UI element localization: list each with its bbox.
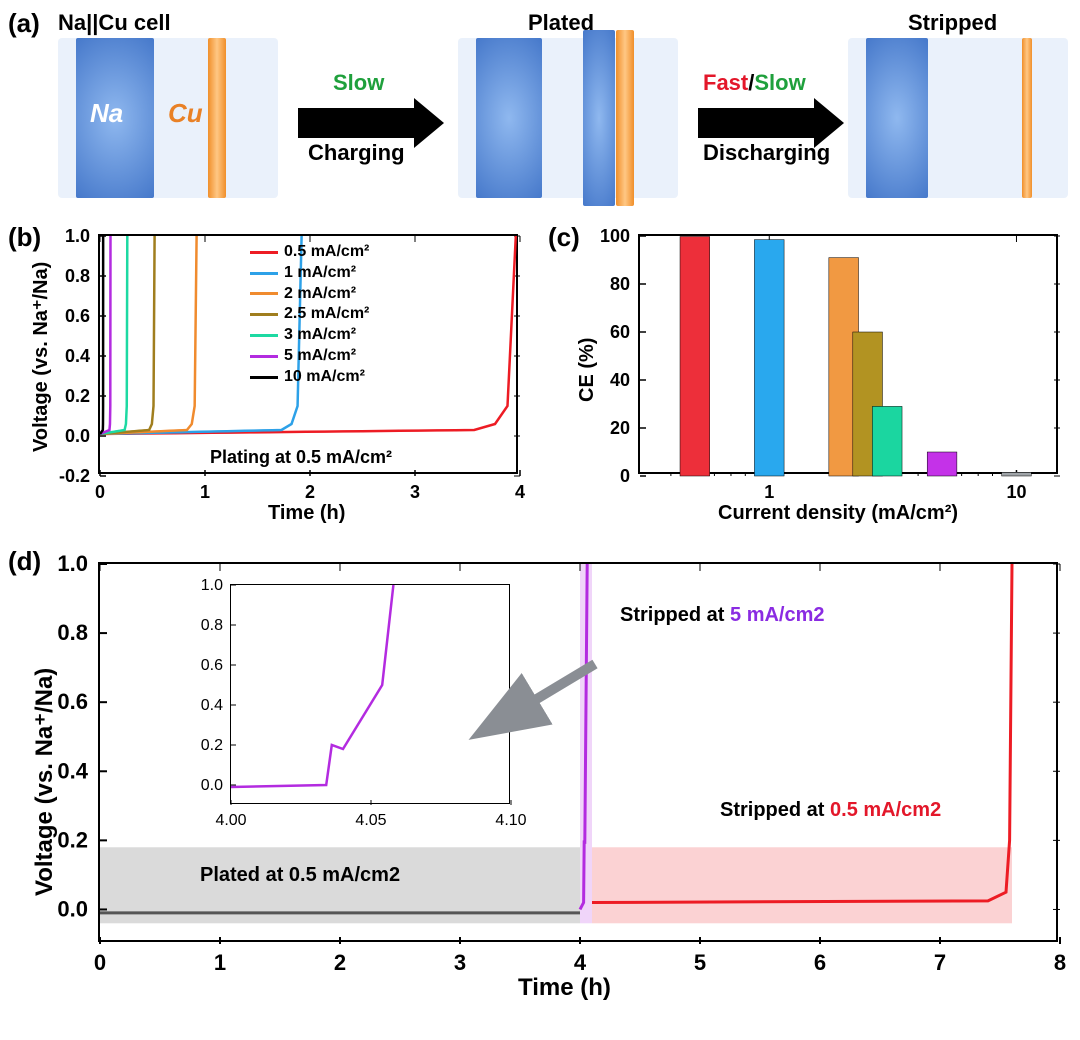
strip5-label: Stripped at 5 mA/cm2 xyxy=(620,604,825,627)
svg-text:0.4: 0.4 xyxy=(201,697,223,714)
inset-arrow-icon xyxy=(510,654,600,724)
plot-c-svg: 020406080100110 xyxy=(640,236,1060,476)
cell-state-3: Stripped xyxy=(848,38,1068,198)
svg-text:1.0: 1.0 xyxy=(57,551,88,576)
svg-text:1: 1 xyxy=(214,950,226,975)
svg-text:0.2: 0.2 xyxy=(65,386,90,406)
legend-item: 5 mA/cm² xyxy=(250,346,369,367)
panel-b: (b) 01234-0.20.00.20.40.60.81.0 0.5 mA/c… xyxy=(8,222,533,542)
svg-text:2: 2 xyxy=(334,950,346,975)
arrow-charging xyxy=(298,108,418,138)
panel-d: (d) 0123456780.00.20.40.60.81.0 4.004.05… xyxy=(8,546,1072,1026)
svg-text:1: 1 xyxy=(200,482,210,502)
svg-text:0.0: 0.0 xyxy=(65,426,90,446)
cell-state-1: Na||Cu cell Na Cu xyxy=(58,38,278,198)
arrow1-top: Slow xyxy=(333,70,384,96)
panel-c: (c) 020406080100110 Current density (mA/… xyxy=(548,222,1073,542)
svg-text:8: 8 xyxy=(1054,950,1066,975)
cu-electrode-1 xyxy=(208,38,226,198)
svg-text:7: 7 xyxy=(934,950,946,975)
strip05-label: Stripped at 0.5 mA/cm2 xyxy=(720,799,941,822)
arrow1-bottom: Charging xyxy=(308,140,405,166)
svg-text:1.0: 1.0 xyxy=(65,226,90,246)
svg-text:0.0: 0.0 xyxy=(201,777,223,794)
svg-text:0: 0 xyxy=(95,482,105,502)
panel-a-label: (a) xyxy=(8,8,40,39)
svg-text:3: 3 xyxy=(410,482,420,502)
svg-text:1: 1 xyxy=(764,482,774,502)
svg-text:0.6: 0.6 xyxy=(65,306,90,326)
row-bc: (b) 01234-0.20.00.20.40.60.81.0 0.5 mA/c… xyxy=(8,222,1072,542)
svg-text:4.05: 4.05 xyxy=(355,812,386,829)
panel-b-label: (b) xyxy=(8,222,41,253)
svg-text:4.00: 4.00 xyxy=(215,812,246,829)
inset-frame: 4.004.054.100.00.20.40.60.81.0 xyxy=(230,584,510,804)
svg-text:1.0: 1.0 xyxy=(201,577,223,594)
cell-state-2: Plated xyxy=(458,38,678,198)
legend-b: 0.5 mA/cm²1 mA/cm²2 mA/cm²2.5 mA/cm²3 mA… xyxy=(250,242,369,388)
legend-item: 10 mA/cm² xyxy=(250,367,369,388)
svg-text:0.4: 0.4 xyxy=(57,758,88,783)
svg-text:2: 2 xyxy=(305,482,315,502)
svg-text:0.0: 0.0 xyxy=(57,896,88,921)
svg-text:40: 40 xyxy=(610,370,630,390)
xlabel-c: Current density (mA/cm²) xyxy=(718,502,958,525)
legend-item: 3 mA/cm² xyxy=(250,325,369,346)
arrow-discharging xyxy=(698,108,818,138)
panel-d-label: (d) xyxy=(8,546,41,577)
svg-text:0.8: 0.8 xyxy=(57,620,88,645)
svg-text:3: 3 xyxy=(454,950,466,975)
inset-svg: 4.004.054.100.00.20.40.60.81.0 xyxy=(231,585,511,805)
svg-text:60: 60 xyxy=(610,322,630,342)
state1-title: Na||Cu cell xyxy=(58,10,171,36)
plated-label: Plated at 0.5 mA/cm2 xyxy=(200,864,400,887)
ylabel-b: Voltage (vs. Na⁺/Na) xyxy=(28,262,53,452)
plot-c-frame: 020406080100110 xyxy=(638,234,1058,474)
xlabel-d: Time (h) xyxy=(518,974,611,1002)
cu-electrode-3 xyxy=(1022,38,1032,198)
arrow2-bottom: Discharging xyxy=(703,140,830,166)
legend-item: 2 mA/cm² xyxy=(250,284,369,305)
plating-note: Plating at 0.5 mA/cm² xyxy=(210,447,392,468)
plot-d-frame: 0123456780.00.20.40.60.81.0 4.004.054.10… xyxy=(98,562,1058,942)
svg-text:20: 20 xyxy=(610,418,630,438)
panel-c-label: (c) xyxy=(548,222,580,253)
cu-electrode-2 xyxy=(616,30,634,206)
svg-text:4: 4 xyxy=(515,482,525,502)
svg-text:10: 10 xyxy=(1006,482,1026,502)
svg-text:80: 80 xyxy=(610,274,630,294)
svg-text:0.2: 0.2 xyxy=(57,827,88,852)
panel-a: (a) Na||Cu cell Na Cu Slow Charging Plat… xyxy=(8,8,1072,218)
ylabel-d: Voltage (vs. Na⁺/Na) xyxy=(30,668,59,896)
na-electrode-3 xyxy=(866,38,928,198)
arrow2-top: Fast/Slow xyxy=(703,70,806,96)
state3-title: Stripped xyxy=(908,10,997,36)
ylabel-c: CE (%) xyxy=(576,338,599,402)
legend-item: 2.5 mA/cm² xyxy=(250,304,369,325)
na-electrode-2 xyxy=(476,38,542,198)
xlabel-b: Time (h) xyxy=(268,502,345,525)
svg-text:0: 0 xyxy=(620,466,630,486)
svg-text:6: 6 xyxy=(814,950,826,975)
svg-text:5: 5 xyxy=(694,950,706,975)
svg-text:0.8: 0.8 xyxy=(65,266,90,286)
legend-item: 0.5 mA/cm² xyxy=(250,242,369,263)
svg-text:0.6: 0.6 xyxy=(57,689,88,714)
plated-na xyxy=(583,30,615,206)
svg-text:-0.2: -0.2 xyxy=(59,466,90,486)
cu-label: Cu xyxy=(168,98,203,129)
svg-text:0.4: 0.4 xyxy=(65,346,90,366)
legend-item: 1 mA/cm² xyxy=(250,263,369,284)
svg-text:0.8: 0.8 xyxy=(201,617,223,634)
svg-text:0: 0 xyxy=(94,950,106,975)
svg-text:100: 100 xyxy=(600,226,630,246)
na-electrode-1 xyxy=(76,38,154,198)
svg-text:0.6: 0.6 xyxy=(201,657,223,674)
svg-text:4.10: 4.10 xyxy=(495,812,526,829)
plot-b-frame: 01234-0.20.00.20.40.60.81.0 0.5 mA/cm²1 … xyxy=(98,234,518,474)
svg-text:4: 4 xyxy=(574,950,587,975)
svg-text:0.2: 0.2 xyxy=(201,737,223,754)
